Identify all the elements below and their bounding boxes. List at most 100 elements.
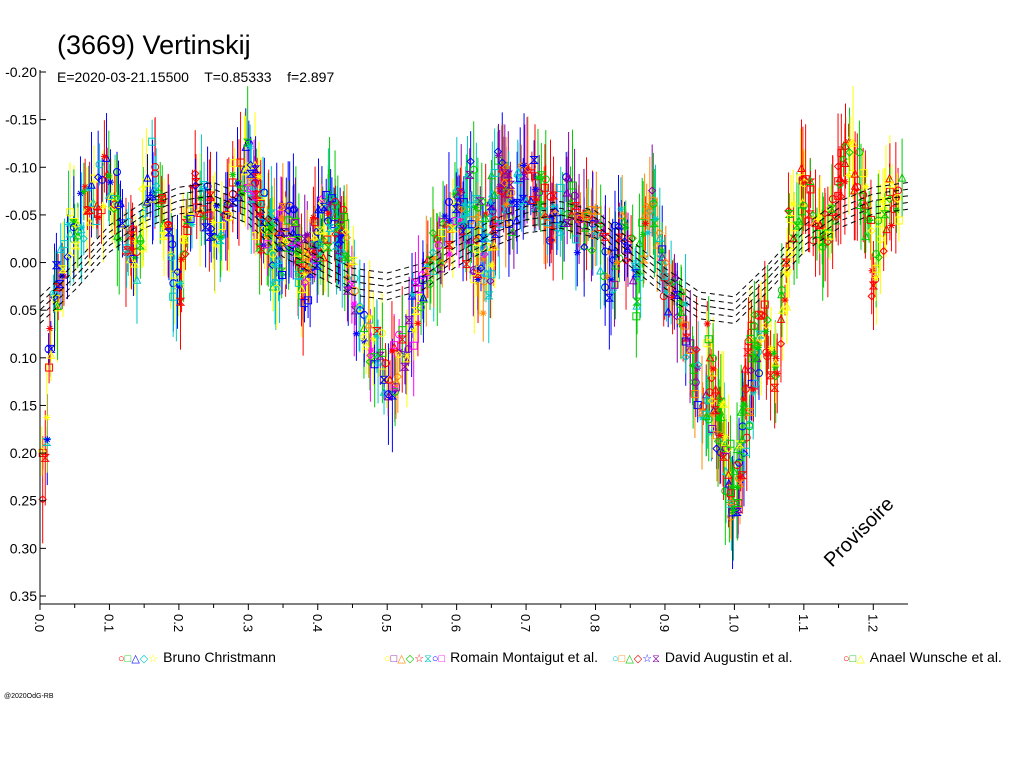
- data-point: [588, 215, 597, 224]
- data-point: [655, 233, 665, 242]
- data-point: [481, 233, 491, 242]
- y-tick-label: 0.15: [10, 397, 37, 413]
- data-point: [845, 148, 854, 157]
- data-point: [892, 206, 900, 214]
- data-point: [464, 238, 472, 246]
- data-point: [76, 189, 84, 197]
- data-point: [496, 187, 504, 195]
- legend-item: ○□△◇☆⧖○□ Romain Montaigut et al.: [384, 649, 598, 666]
- data-point: [281, 228, 290, 237]
- data-point: [312, 261, 322, 270]
- data-point: [182, 216, 193, 225]
- data-point: [385, 374, 395, 384]
- data-point: [622, 244, 633, 253]
- data-point: [608, 255, 617, 265]
- data-point: [148, 137, 157, 146]
- data-point: [44, 345, 53, 354]
- data-point: [837, 149, 846, 158]
- data-point: [419, 292, 428, 302]
- data-point: [423, 263, 431, 271]
- data-point: [301, 270, 309, 278]
- data-point: [331, 197, 340, 206]
- data-point: [708, 424, 717, 433]
- data-point: [846, 139, 854, 147]
- x-tick-label: 0.3: [240, 614, 255, 632]
- x-tick-label: 1.1: [796, 614, 811, 632]
- y-tick-label: 0.00: [10, 255, 37, 271]
- data-point: [315, 226, 325, 235]
- data-point: [815, 219, 825, 229]
- data-point: [545, 236, 554, 245]
- data-point: [856, 192, 865, 201]
- x-tick-label: 0.1: [101, 614, 116, 632]
- data-point: [219, 210, 229, 219]
- data-point: [776, 339, 786, 348]
- data-point: [885, 173, 894, 183]
- data-point: [304, 296, 313, 305]
- data-point: [466, 227, 475, 236]
- data-point: [814, 215, 822, 223]
- data-point: [535, 188, 544, 197]
- data-point: [507, 188, 516, 197]
- data-point: [230, 159, 239, 168]
- data-point: [853, 183, 862, 192]
- y-tick-label: -0.15: [5, 112, 37, 128]
- data-point: [463, 172, 471, 180]
- data-point: [743, 348, 753, 357]
- data-point: [60, 240, 69, 249]
- data-point: [348, 256, 359, 265]
- data-point: [627, 234, 636, 243]
- data-point: [428, 228, 438, 238]
- data-point: [356, 306, 365, 315]
- x-tick-label: 0.5: [379, 614, 394, 632]
- data-point: [209, 218, 217, 226]
- data-point: [716, 432, 724, 440]
- data-point: [350, 286, 359, 295]
- x-tick-label: 0.8: [588, 614, 603, 632]
- data-point: [200, 213, 208, 221]
- data-point: [880, 204, 889, 214]
- data-point: [811, 218, 820, 228]
- data-point: [606, 248, 614, 256]
- data-point: [880, 210, 890, 219]
- data-point: [517, 201, 526, 210]
- data-point: [745, 336, 755, 345]
- data-point: [540, 183, 549, 192]
- data-point: [179, 236, 188, 245]
- data-point: [488, 206, 497, 215]
- data-point: [681, 333, 692, 342]
- data-point: [818, 238, 829, 247]
- data-point: [451, 190, 459, 198]
- data-point: [502, 201, 510, 209]
- data-point: [464, 228, 472, 236]
- data-point: [58, 265, 68, 274]
- data-point: [278, 215, 286, 223]
- data-point: [763, 352, 772, 361]
- data-point: [79, 234, 88, 243]
- data-point: [729, 466, 739, 476]
- data-point: [549, 203, 557, 211]
- data-point: [337, 232, 345, 240]
- data-point: [479, 255, 487, 263]
- data-point: [278, 202, 288, 211]
- data-point: [868, 267, 876, 275]
- data-point: [372, 326, 382, 335]
- data-point: [135, 241, 146, 250]
- data-point: [579, 221, 588, 230]
- data-point: [646, 206, 655, 216]
- data-point: [459, 221, 468, 230]
- data-point: [404, 316, 414, 325]
- data-point: [748, 354, 757, 363]
- data-point: [252, 173, 262, 182]
- data-point: [38, 448, 47, 457]
- data-point: [671, 273, 680, 283]
- data-point: [777, 289, 786, 299]
- data-point: [704, 415, 713, 424]
- data-point: [369, 335, 377, 343]
- data-point: [617, 205, 625, 213]
- data-point: [390, 341, 399, 350]
- data-point: [430, 254, 438, 262]
- data-point: [644, 229, 652, 237]
- data-point: [164, 228, 174, 237]
- data-point: [733, 461, 742, 470]
